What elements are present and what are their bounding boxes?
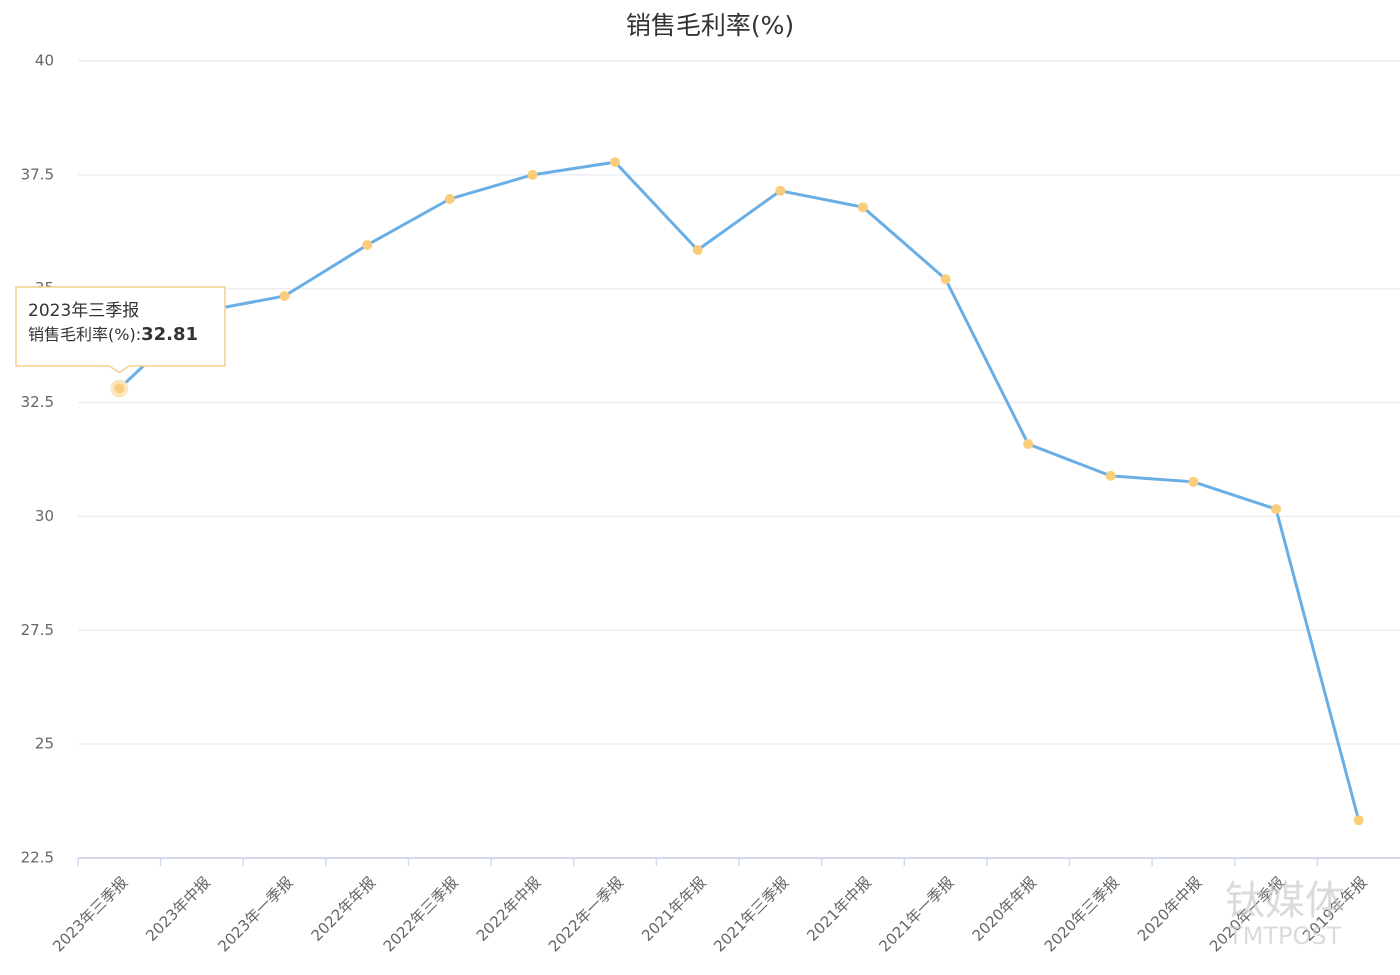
x-tick-label: 2020年三季报 bbox=[1041, 873, 1123, 955]
x-tick-label: 2021年中报 bbox=[803, 873, 875, 945]
point bbox=[362, 239, 373, 250]
point bbox=[692, 245, 703, 256]
point bbox=[857, 202, 868, 213]
x-tick-label: 2021年一季报 bbox=[875, 873, 957, 955]
y-tick-label: 37.5 bbox=[21, 165, 54, 183]
x-tick-label: 2023年一季报 bbox=[214, 873, 296, 955]
point bbox=[527, 169, 538, 180]
tooltip-box bbox=[15, 286, 226, 374]
point bbox=[1105, 470, 1116, 481]
x-tick-label: 2020年中报 bbox=[1134, 873, 1206, 945]
x-tick-label: 2021年年报 bbox=[638, 873, 710, 945]
watermark: 钛媒体 bbox=[1225, 878, 1345, 924]
point bbox=[775, 185, 786, 196]
y-tick-label: 40 bbox=[35, 52, 54, 70]
point bbox=[1353, 815, 1364, 826]
point bbox=[1271, 504, 1282, 515]
x-tick-label: 2021年三季报 bbox=[710, 873, 792, 955]
y-tick-label: 25 bbox=[35, 735, 54, 753]
line bbox=[118, 160, 1361, 821]
point bbox=[1023, 439, 1034, 450]
point bbox=[444, 193, 455, 204]
x-tick-label: 2023年中报 bbox=[142, 873, 214, 945]
point bbox=[610, 157, 621, 168]
x-tick-label: 2022年一季报 bbox=[545, 873, 627, 955]
y-tick-label: 27.5 bbox=[21, 621, 54, 639]
x-tick-label: 2020年年报 bbox=[969, 873, 1041, 945]
point bbox=[279, 291, 290, 302]
point bbox=[110, 379, 129, 398]
chart-title: 销售毛利率(%) bbox=[626, 11, 794, 40]
x-tick-label: 2022年中报 bbox=[473, 873, 545, 945]
x-tick-label: 2022年年报 bbox=[308, 873, 380, 945]
x-tick-label: 2022年三季报 bbox=[380, 873, 462, 955]
x-tick-label: 2023年三季报 bbox=[49, 873, 131, 955]
point bbox=[1188, 476, 1199, 487]
tooltip-value: 32.81 bbox=[141, 324, 198, 345]
y-tick-label: 32.5 bbox=[21, 393, 54, 411]
point bbox=[940, 274, 951, 285]
watermark: TMTPOST bbox=[1227, 922, 1342, 950]
tooltip-title: 2023年三季报 bbox=[28, 301, 139, 321]
tooltip-label: 销售毛利率(%): bbox=[28, 325, 141, 344]
y-tick-label: 30 bbox=[35, 507, 54, 525]
tooltip-text: 销售毛利率(%):32.81 bbox=[28, 324, 198, 345]
y-tick-label: 22.5 bbox=[21, 849, 54, 867]
